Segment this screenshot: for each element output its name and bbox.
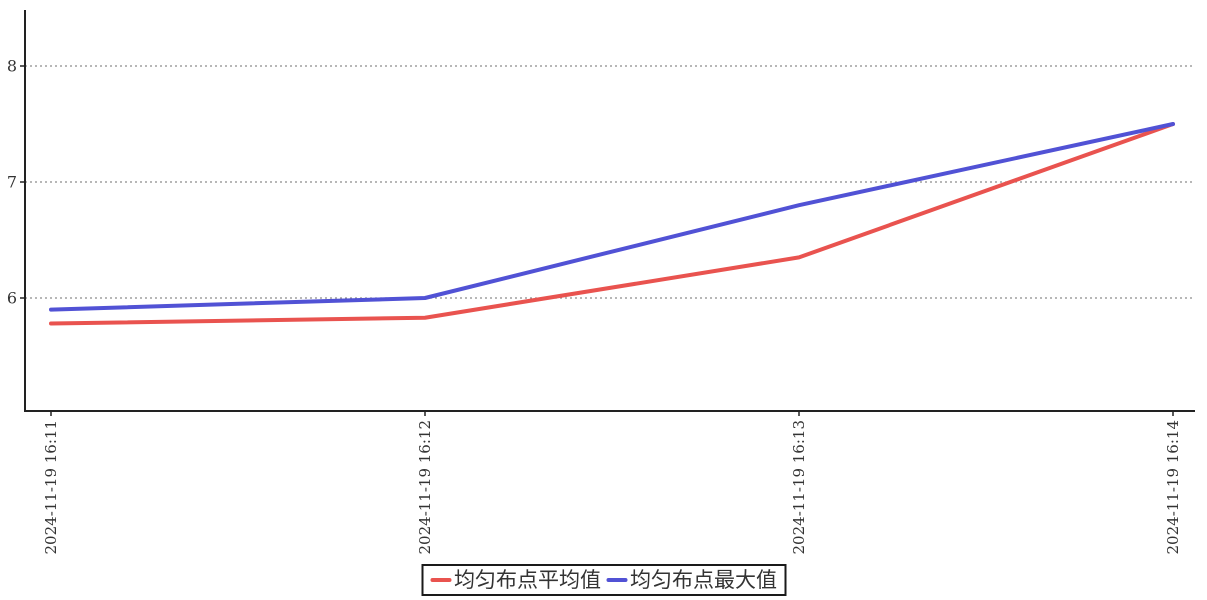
y-tick-label: 6 — [7, 289, 17, 308]
legend-swatch-average — [430, 578, 451, 583]
x-tick-label: 2024-11-19 16:13 — [790, 420, 808, 554]
legend-item-max: 均匀布点最大值 — [606, 567, 777, 593]
legend-label-max: 均匀布点最大值 — [630, 568, 777, 592]
legend-label-average: 均匀布点平均值 — [454, 568, 601, 592]
series-line-1 — [49, 122, 1175, 312]
y-tick-label: 8 — [7, 57, 17, 76]
legend-item-average: 均匀布点平均值 — [430, 567, 601, 593]
x-tick-label: 2024-11-19 16:12 — [416, 420, 434, 554]
chart-legend: 均匀布点平均值 均匀布点最大值 — [421, 564, 786, 597]
series-line-0 — [49, 122, 1175, 326]
x-tick-label: 2024-11-19 16:11 — [42, 420, 60, 554]
x-tick-label: 2024-11-19 16:14 — [1164, 420, 1182, 554]
y-tick-label: 7 — [7, 173, 17, 192]
legend-swatch-max — [606, 578, 627, 583]
